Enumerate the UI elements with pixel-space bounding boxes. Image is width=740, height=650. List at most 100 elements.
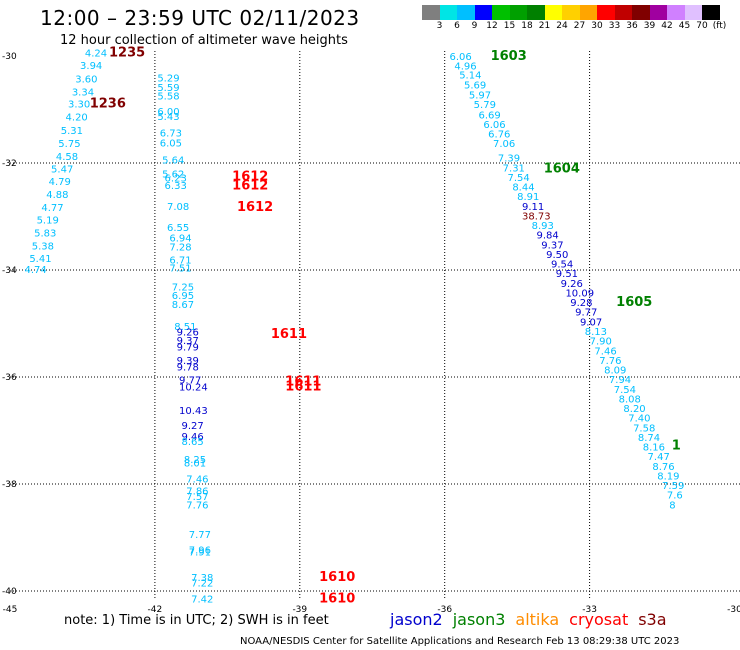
wave-height-value: 9.26 xyxy=(561,279,583,290)
color-swatch xyxy=(597,5,615,20)
wave-height-value: 8.93 xyxy=(532,221,554,232)
wave-height-value: 7.58 xyxy=(633,423,655,434)
wave-height-value: 7.42 xyxy=(191,594,213,605)
wave-height-value: 3.94 xyxy=(80,61,102,72)
wave-height-value: 4.79 xyxy=(49,177,71,188)
lat-tick-label: -30 xyxy=(2,52,17,62)
wave-height-value: 6.94 xyxy=(169,233,191,244)
color-swatch xyxy=(544,5,562,20)
color-scale-label: 45 xyxy=(678,21,691,31)
wave-height-value: 5.47 xyxy=(51,164,73,175)
wave-height-value: 8.76 xyxy=(652,462,674,473)
wave-height-value: 7.54 xyxy=(614,385,636,396)
wave-height-value: 7.08 xyxy=(167,202,189,213)
wave-height-value: 6.33 xyxy=(165,181,187,192)
wave-height-value: 8.25 xyxy=(184,455,206,466)
color-scale-label: 9 xyxy=(471,21,478,31)
wave-height-value: 7.6 xyxy=(667,491,683,502)
lon-tick-label: -39 xyxy=(292,605,307,615)
pass-number-label: 1603 xyxy=(491,49,527,64)
wave-height-value: 9.37 xyxy=(541,240,563,251)
color-scale-label: 70 xyxy=(696,21,708,31)
lat-tick-label: -36 xyxy=(2,373,17,383)
wave-height-value: 8.74 xyxy=(638,433,660,444)
wave-height-value: 4.96 xyxy=(454,62,476,73)
color-scale-label: 3 xyxy=(436,21,443,31)
satellite-legend-item: altika xyxy=(515,610,560,629)
wave-height-value: 5.59 xyxy=(157,83,179,94)
wave-height-value: 7.39 xyxy=(498,154,520,165)
color-swatch xyxy=(702,5,720,20)
color-scale-label: 36 xyxy=(626,21,638,31)
wave-height-value: 7.46 xyxy=(594,346,616,357)
color-swatch xyxy=(422,5,440,20)
wave-height-value: 7.46 xyxy=(186,475,208,486)
color-scale-label: 30 xyxy=(591,21,603,31)
wave-height-value: 8.08 xyxy=(619,394,641,405)
wave-height-value: 7.86 xyxy=(186,486,208,497)
wave-height-value: 9.50 xyxy=(546,250,568,261)
wave-height-value: 5.64 xyxy=(162,155,184,166)
wave-height-value: 10.24 xyxy=(179,383,208,394)
lat-tick-label: -34 xyxy=(2,266,17,276)
pass-number-label: 1611 xyxy=(271,327,307,342)
color-scale-label: 15 xyxy=(503,21,516,31)
pass-number-label: 1612 xyxy=(232,169,268,184)
color-swatch xyxy=(439,5,457,20)
wave-height-value: 8.01 xyxy=(184,459,206,470)
pass-number-label: 1612 xyxy=(237,200,273,215)
wave-height-value: 6.76 xyxy=(488,130,510,141)
wave-height-value: 5.29 xyxy=(157,73,179,84)
wave-height-value: 5.97 xyxy=(469,91,491,102)
satellite-legend-item: cryosat xyxy=(569,610,629,629)
wave-height-value: 4.20 xyxy=(66,112,88,123)
wave-height-value: 4.77 xyxy=(41,203,63,214)
wave-height-value: 5.43 xyxy=(157,112,179,123)
wave-height-value: 10.09 xyxy=(565,288,594,299)
wave-height-value: 5.38 xyxy=(32,241,54,252)
map-grid xyxy=(10,51,740,599)
wave-height-value: 6.00 xyxy=(157,107,179,118)
color-swatch xyxy=(509,5,527,20)
wave-height-value: 9.77 xyxy=(575,308,597,319)
wave-height-value: 8.65 xyxy=(181,437,203,448)
lon-tick-label: -30 xyxy=(727,605,740,615)
color-scale-bar xyxy=(422,5,720,20)
wave-height-value: 7.22 xyxy=(191,578,213,589)
wave-height-value: 9.51 xyxy=(556,269,578,280)
wave-height-value: 7.31 xyxy=(503,163,525,174)
wave-height-value: 7.94 xyxy=(609,375,631,386)
axis-ticks: -45 -42 -39 -36 -33 -30 -30 -32 -34 -36 -38 -40 xyxy=(2,52,740,615)
pass-number-label: 1610 xyxy=(319,570,355,585)
color-scale-label: 39 xyxy=(643,21,656,31)
color-scale-label: 24 xyxy=(556,21,568,31)
color-swatch xyxy=(579,5,597,20)
wave-height-value: 8.44 xyxy=(512,183,534,194)
credit-line: NOAA/NESDIS Center for Satellite Applica… xyxy=(240,636,680,647)
wave-height-value: 7.51 xyxy=(169,263,191,274)
satellite-legend-item: jason2 xyxy=(390,610,443,629)
satellite-legend-item: jason3 xyxy=(452,610,506,629)
color-scale-label: 33 xyxy=(608,21,621,31)
wave-height-observations: 4.24 3.94 3.60 3.34 3.304.20 5.31 5.75 4.585.47… xyxy=(24,48,684,605)
wave-height-value: 7.77 xyxy=(189,530,211,541)
wave-height-value: 38.73 xyxy=(522,211,551,222)
wave-height-value: 9.46 xyxy=(181,432,203,443)
color-scale-label: (ft) xyxy=(712,21,727,31)
wave-height-value: 8.51 xyxy=(174,322,196,333)
wave-height-value: 4.74 xyxy=(24,265,46,276)
wave-height-value: 4.58 xyxy=(56,152,78,163)
pass-labels: 1235123616121612161216111611161116101610… xyxy=(90,45,681,606)
wave-height-value: 8.19 xyxy=(657,471,679,482)
color-swatch xyxy=(457,5,475,20)
wave-height-value: 9.84 xyxy=(536,231,558,242)
wave-height-value: 7.47 xyxy=(648,452,670,463)
pass-number-label: 1612 xyxy=(232,178,268,193)
satellite-legend: jason2 jason3 altika cryosat s3a xyxy=(390,610,677,629)
color-scale-label: 12 xyxy=(486,21,498,31)
color-swatch xyxy=(492,5,510,20)
pass-number-label: 1 xyxy=(672,438,681,453)
color-swatch xyxy=(684,5,702,20)
wave-height-value: 8.13 xyxy=(585,327,607,338)
color-scale-label: 21 xyxy=(538,21,551,31)
